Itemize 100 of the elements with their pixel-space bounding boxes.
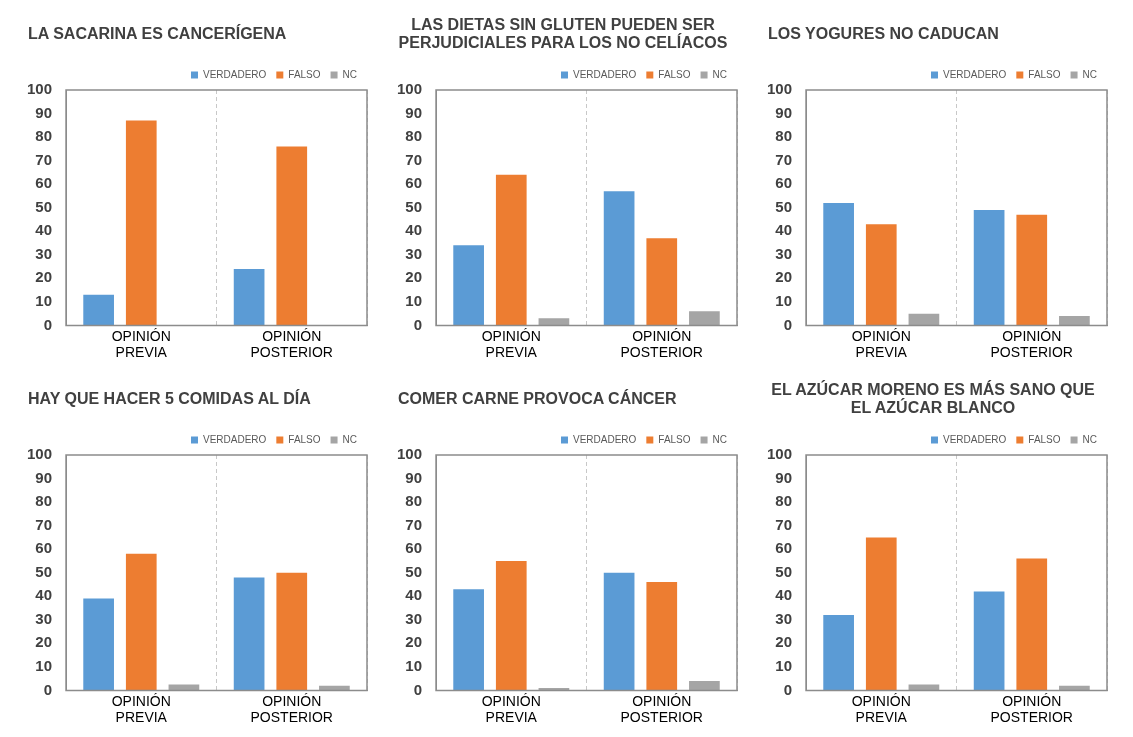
bar: [538, 318, 570, 326]
y-tick-label: 0: [783, 680, 793, 698]
y-tick-label: 70: [35, 150, 53, 168]
chart-title: LA SACARINA ES CANCERÍGENA: [28, 23, 288, 44]
x-tick-label: OPINIÓN POSTERIOR: [990, 692, 1073, 726]
chart-title: COMER CARNE PROVOCA CÁNCER: [398, 388, 678, 409]
chart-title: HAY QUE HACER 5 COMIDAS AL DÍA: [28, 388, 312, 409]
y-tick-label: 10: [35, 657, 53, 674]
y-tick-label: 90: [35, 103, 53, 121]
legend-label: NC: [1082, 68, 1098, 80]
y-tick-label: 80: [775, 492, 793, 510]
legend-label: VERDADERO: [942, 68, 1007, 80]
y-tick-label: 80: [775, 127, 793, 145]
bar: [453, 589, 484, 691]
x-tick-label: OPINIÓN PREVIA: [851, 692, 911, 726]
y-tick-label: 50: [775, 562, 793, 580]
y-tick-label: 100: [767, 445, 793, 463]
y-tick-label: 20: [775, 633, 793, 651]
legend-label: VERDADERO: [942, 433, 1007, 445]
legend-label: FALSO: [288, 68, 321, 80]
y-tick-label: 50: [35, 562, 53, 580]
y-tick-label: 100: [767, 80, 793, 98]
bar: [233, 268, 265, 326]
bar: [1016, 558, 1048, 691]
y-tick-label: 60: [35, 174, 53, 192]
y-tick-label: 10: [405, 657, 423, 674]
bar: [865, 537, 897, 691]
y-tick-label: 50: [35, 197, 53, 215]
bar: [83, 598, 114, 691]
legend-label: NC: [342, 68, 358, 80]
bar: [1016, 214, 1048, 326]
bar: [973, 591, 1005, 691]
y-tick-label: 60: [775, 174, 793, 192]
y-tick-label: 40: [35, 586, 53, 604]
bar: [865, 224, 897, 326]
bar: [453, 245, 484, 326]
chart-title: EL AZÚCAR MORENO ES MÁS SANO QUE EL AZÚCAR BLANCO: [770, 379, 1096, 418]
y-tick-label: 40: [775, 221, 793, 239]
y-tick-label: 10: [775, 657, 793, 674]
y-tick-label: 30: [35, 244, 53, 262]
bar: [125, 553, 157, 691]
x-tick-label: OPINIÓN POSTERIOR: [990, 327, 1073, 361]
y-tick-label: 20: [405, 268, 423, 286]
y-tick-label: 60: [405, 539, 423, 557]
y-tick-label: 80: [35, 492, 53, 510]
legend-label: VERDADERO: [572, 433, 637, 445]
y-tick-label: 30: [35, 609, 53, 627]
y-tick-label: 70: [405, 515, 423, 533]
bar: [908, 313, 940, 326]
y-tick-label: 20: [775, 268, 793, 286]
bar: [646, 582, 678, 691]
x-tick-label: OPINIÓN POSTERIOR: [620, 327, 703, 361]
y-tick-label: 80: [35, 127, 53, 145]
bar: [276, 572, 308, 691]
legend-label: FALSO: [658, 68, 691, 80]
y-tick-label: 0: [413, 680, 423, 698]
x-tick-label: OPINIÓN POSTERIOR: [620, 692, 703, 726]
bar: [646, 238, 678, 326]
y-tick-label: 60: [775, 539, 793, 557]
y-tick-label: 40: [35, 221, 53, 239]
bar: [83, 294, 114, 326]
legend-label: VERDADERO: [202, 68, 267, 80]
bar: [495, 174, 527, 326]
y-tick-label: 90: [405, 103, 423, 121]
legend-label: NC: [712, 68, 728, 80]
chart-title: LAS DIETAS SIN GLUTEN PUEDEN SER PERJUDICIALES PARA LOS NO CELÍACOS: [398, 15, 728, 53]
legend-label: NC: [712, 433, 728, 445]
y-tick-label: 90: [35, 468, 53, 486]
y-tick-label: 30: [405, 244, 423, 262]
y-tick-label: 0: [413, 315, 423, 333]
x-tick-label: OPINIÓN PREVIA: [481, 692, 541, 726]
bar: [603, 572, 635, 691]
y-tick-label: 60: [35, 539, 53, 557]
y-tick-label: 0: [43, 680, 53, 698]
y-tick-label: 50: [775, 197, 793, 215]
y-tick-label: 70: [775, 150, 793, 168]
y-tick-label: 40: [405, 221, 423, 239]
y-tick-label: 10: [405, 292, 423, 309]
y-tick-label: 90: [405, 468, 423, 486]
legend-label: VERDADERO: [202, 433, 267, 445]
x-tick-label: OPINIÓN POSTERIOR: [250, 692, 333, 726]
y-tick-label: 20: [405, 633, 423, 651]
y-tick-label: 30: [775, 609, 793, 627]
bar: [1059, 315, 1090, 326]
legend-label: FALSO: [1028, 68, 1061, 80]
y-tick-label: 80: [405, 127, 423, 145]
bar: [823, 615, 854, 691]
y-tick-label: 0: [783, 315, 793, 333]
bar: [603, 191, 635, 326]
y-tick-label: 10: [35, 292, 53, 309]
bar: [689, 680, 720, 691]
y-tick-label: 50: [405, 197, 423, 215]
x-tick-label: OPINIÓN PREVIA: [111, 327, 171, 361]
y-tick-label: 100: [397, 80, 423, 98]
x-tick-label: OPINIÓN PREVIA: [481, 327, 541, 361]
legend-label: NC: [342, 433, 358, 445]
legend-label: FALSO: [288, 433, 321, 445]
y-tick-label: 0: [43, 315, 53, 333]
bar: [689, 311, 720, 326]
bar: [125, 120, 157, 326]
